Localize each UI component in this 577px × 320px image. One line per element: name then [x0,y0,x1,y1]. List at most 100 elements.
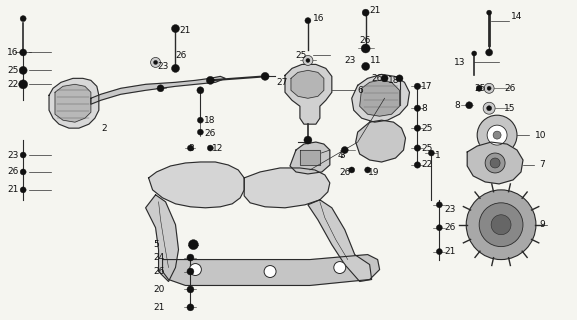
Text: 8: 8 [421,104,427,113]
Text: 12: 12 [212,144,224,153]
Polygon shape [285,64,332,124]
Circle shape [171,64,179,72]
Circle shape [304,136,312,144]
Polygon shape [467,142,523,184]
Text: 26: 26 [8,167,18,176]
Polygon shape [91,76,225,104]
Circle shape [436,202,443,208]
Circle shape [361,44,370,53]
Polygon shape [308,200,372,282]
Circle shape [396,75,403,82]
Text: 18: 18 [204,116,216,125]
Circle shape [486,10,492,15]
Text: 18: 18 [388,76,399,85]
Circle shape [484,83,494,93]
Text: 7: 7 [539,160,545,170]
Circle shape [365,167,370,173]
Text: 25: 25 [474,84,486,93]
Circle shape [436,225,443,231]
Circle shape [305,18,311,24]
Circle shape [414,83,421,90]
Text: 24: 24 [153,253,165,262]
Circle shape [466,102,473,109]
Polygon shape [291,70,324,98]
Text: 2: 2 [102,124,107,132]
Text: 25: 25 [8,66,18,75]
Text: 23: 23 [344,56,356,65]
Text: 3: 3 [340,150,346,160]
Text: 23: 23 [158,62,169,71]
Circle shape [207,145,213,151]
Circle shape [486,49,493,56]
Text: 21: 21 [8,185,18,194]
Circle shape [20,152,26,158]
Circle shape [261,72,269,80]
Circle shape [493,131,501,139]
Text: 16: 16 [313,14,324,23]
Circle shape [20,169,26,175]
Circle shape [479,203,523,247]
Circle shape [197,87,204,94]
Text: 1: 1 [436,150,441,160]
Circle shape [187,254,194,261]
Circle shape [490,158,500,168]
Text: 26: 26 [504,84,515,93]
Polygon shape [49,78,99,128]
Circle shape [487,125,507,145]
Text: 25: 25 [295,51,306,60]
Text: 20: 20 [153,285,165,294]
Circle shape [334,261,346,274]
Text: 21: 21 [153,303,165,312]
Circle shape [197,129,203,135]
Circle shape [20,49,27,56]
Circle shape [341,147,349,154]
Circle shape [485,153,505,173]
Polygon shape [355,120,406,162]
Polygon shape [300,150,320,165]
Circle shape [414,105,421,111]
Text: 8: 8 [454,101,460,110]
Text: 16: 16 [8,48,18,57]
Text: 21: 21 [179,26,191,35]
Circle shape [477,115,517,155]
Circle shape [414,125,421,131]
Circle shape [472,51,477,56]
Circle shape [187,268,194,275]
Text: 26: 26 [153,267,165,276]
Text: 17: 17 [421,82,433,91]
Text: 3: 3 [189,144,194,153]
Circle shape [187,286,194,293]
Circle shape [483,102,495,114]
Circle shape [349,167,355,173]
Circle shape [414,145,421,151]
Text: 26: 26 [340,168,351,178]
Circle shape [264,266,276,277]
Text: 9: 9 [539,220,545,229]
Text: 19: 19 [368,168,379,178]
Circle shape [436,249,443,255]
Circle shape [303,55,313,65]
Circle shape [486,106,492,111]
Text: 10: 10 [535,131,546,140]
Text: 26: 26 [204,129,216,138]
Text: 5: 5 [153,240,159,249]
Polygon shape [145,195,178,282]
Text: 22: 22 [421,160,433,170]
Circle shape [157,85,164,92]
Text: 11: 11 [370,56,381,65]
Circle shape [189,240,198,250]
Polygon shape [244,168,330,208]
Circle shape [491,215,511,235]
Text: 26: 26 [175,51,187,60]
Polygon shape [55,84,91,122]
Text: 23: 23 [444,205,456,214]
Text: 6: 6 [358,86,364,95]
Polygon shape [290,142,330,174]
Circle shape [207,76,214,84]
Circle shape [381,75,388,82]
Text: 21: 21 [444,247,456,256]
Text: 15: 15 [504,104,516,113]
Circle shape [188,145,193,151]
Text: 27: 27 [276,78,287,87]
Circle shape [414,162,421,168]
